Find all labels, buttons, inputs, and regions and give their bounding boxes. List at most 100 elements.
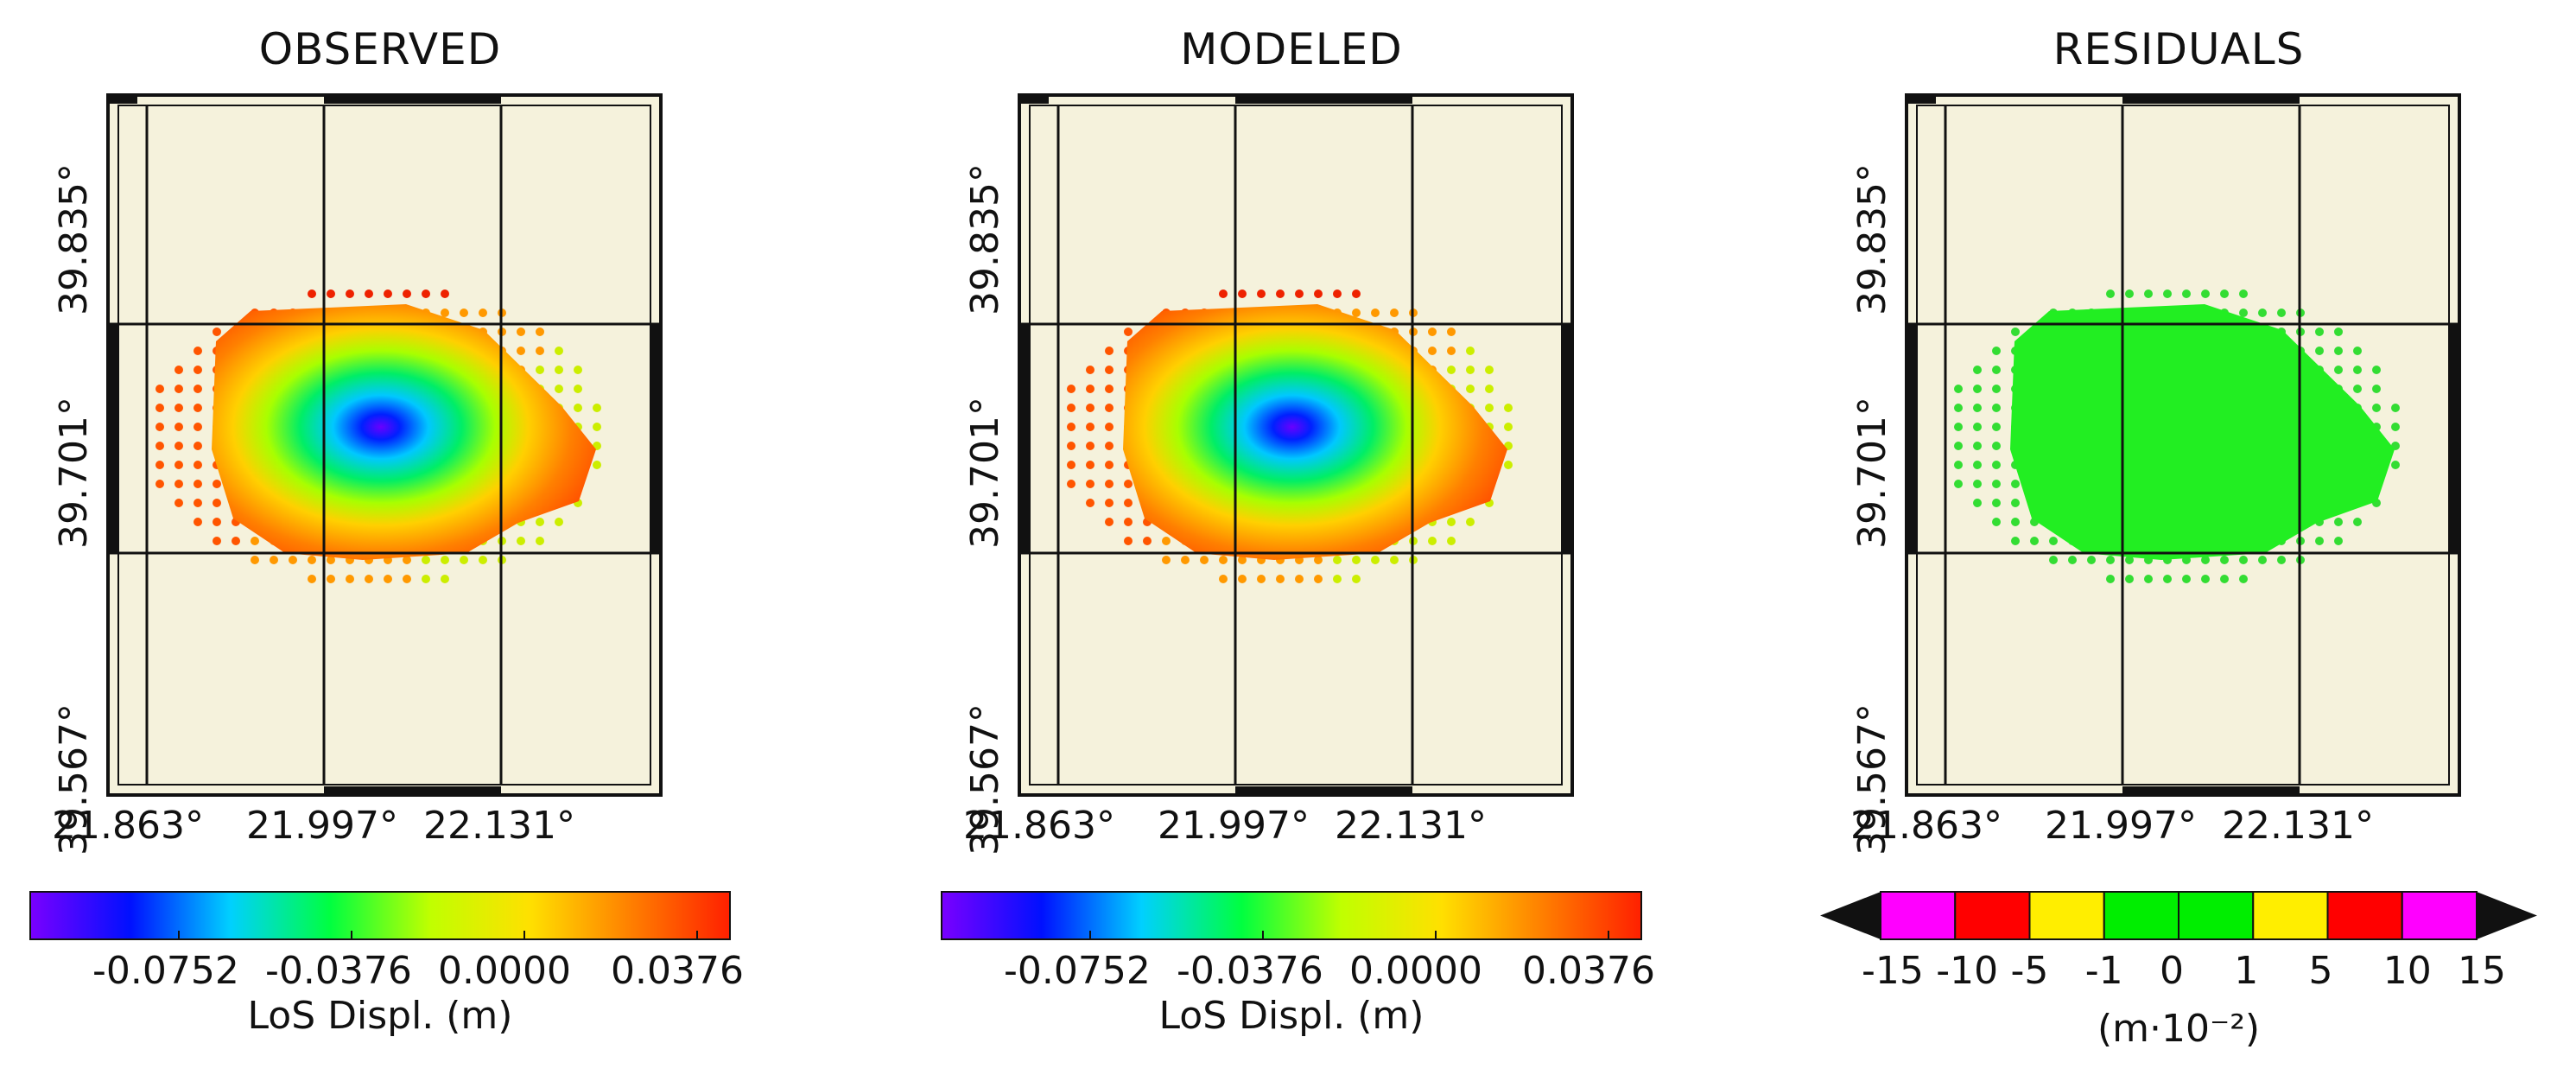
panel-title: MODELED	[1180, 24, 1403, 74]
data-point	[155, 480, 164, 488]
data-point	[1992, 404, 2001, 412]
colorbar-tick-label: 0.0000	[1349, 949, 1482, 993]
data-point	[1333, 575, 1342, 583]
data-point	[1314, 575, 1323, 583]
data-point	[1276, 289, 1285, 298]
map-residuals	[1820, 93, 2537, 940]
data-point	[2182, 575, 2191, 583]
y-tick-label: 39.701°	[52, 397, 96, 549]
data-point	[194, 366, 202, 374]
data-point	[174, 499, 183, 507]
data-point	[517, 537, 525, 545]
data-point	[1162, 537, 1171, 545]
data-point	[1314, 289, 1323, 298]
colorbar-tick-label: 5	[2308, 949, 2333, 993]
data-point	[460, 309, 468, 317]
data-point	[536, 518, 544, 526]
panel-modeled: MODELED 39.567° 39.701° 39.835° 21.863° 21.9…	[911, 0, 1689, 1075]
data-point	[2144, 575, 2153, 583]
data-point	[1105, 442, 1114, 450]
data-point	[1992, 442, 2001, 450]
data-point	[213, 499, 221, 507]
data-point	[2277, 556, 2286, 564]
panel-title: OBSERVED	[258, 24, 502, 74]
colorbar	[29, 891, 731, 940]
data-point	[2049, 537, 2058, 545]
data-point	[1238, 575, 1247, 583]
colorbar-label: LoS Displ. (m)	[1158, 994, 1424, 1038]
data-point	[2334, 537, 2343, 545]
y-tick-label: 39.835°	[963, 163, 1007, 315]
data-point	[1485, 366, 1494, 374]
data-point	[2334, 518, 2343, 526]
data-point	[1992, 385, 2001, 393]
colorbar-bin	[2178, 891, 2255, 940]
data-point	[2201, 556, 2210, 564]
frame-segment	[2122, 786, 2300, 795]
data-point	[422, 289, 430, 298]
data-point	[2011, 518, 2020, 526]
data-point	[2011, 537, 2020, 545]
data-point	[1105, 347, 1114, 355]
data-point	[422, 556, 430, 564]
data-point	[1447, 328, 1456, 336]
data-point	[327, 289, 335, 298]
data-point	[1973, 366, 1982, 374]
data-point	[1086, 366, 1094, 374]
data-point	[555, 347, 563, 355]
data-point	[1105, 404, 1114, 412]
data-point	[2353, 385, 2362, 393]
data-point	[365, 575, 373, 583]
panel-observed: OBSERVED 39.567° 39.701° 39.835° 21.863° 21.…	[0, 0, 777, 1075]
data-point	[1466, 518, 1475, 526]
data-point	[441, 556, 449, 564]
data-point	[1124, 328, 1133, 336]
frame-segment	[2122, 95, 2300, 104]
data-point	[2258, 556, 2267, 564]
data-point	[517, 347, 525, 355]
data-point	[2068, 556, 2077, 564]
data-point	[1954, 404, 1963, 412]
data-point	[194, 347, 202, 355]
data-point	[1086, 461, 1094, 469]
colorbar-tick-label: 0	[2160, 949, 2184, 993]
frame-segment	[108, 95, 137, 104]
data-point	[2315, 537, 2324, 545]
data-point	[1352, 309, 1361, 317]
colorbar-label: (m·10⁻²)	[2097, 1007, 2261, 1051]
data-point	[270, 556, 278, 564]
x-tick-label: 21.863°	[52, 804, 204, 848]
data-point	[2220, 556, 2229, 564]
colorbar-bin	[1954, 891, 2031, 940]
frame-segment	[1235, 95, 1412, 104]
data-point	[1954, 423, 1963, 431]
colorbar-tick-label: -10	[1936, 949, 1999, 993]
data-point	[536, 347, 544, 355]
data-point	[2239, 575, 2248, 583]
y-tick-label: 39.835°	[52, 163, 96, 315]
colorbar-tick-label: 10	[2382, 949, 2432, 993]
data-point	[2125, 289, 2134, 298]
data-point	[1333, 556, 1342, 564]
data-point	[2334, 347, 2343, 355]
data-point	[213, 328, 221, 336]
data-point	[2258, 309, 2267, 317]
data-point	[1105, 366, 1114, 374]
data-point	[1200, 556, 1209, 564]
data-point	[1390, 309, 1399, 317]
colorbar-bin	[2103, 891, 2179, 940]
data-point	[2125, 575, 2134, 583]
data-point	[1973, 404, 1982, 412]
data-point	[1447, 366, 1456, 374]
data-point	[441, 289, 449, 298]
data-point	[1352, 289, 1361, 298]
data-point	[194, 404, 202, 412]
data-point	[194, 385, 202, 393]
data-point	[194, 461, 202, 469]
data-point	[194, 442, 202, 450]
colorbar	[941, 891, 1642, 940]
colorbar-bin	[2252, 891, 2329, 940]
data-point	[2391, 404, 2400, 412]
data-point	[327, 575, 335, 583]
frame-segment	[1562, 324, 1572, 553]
